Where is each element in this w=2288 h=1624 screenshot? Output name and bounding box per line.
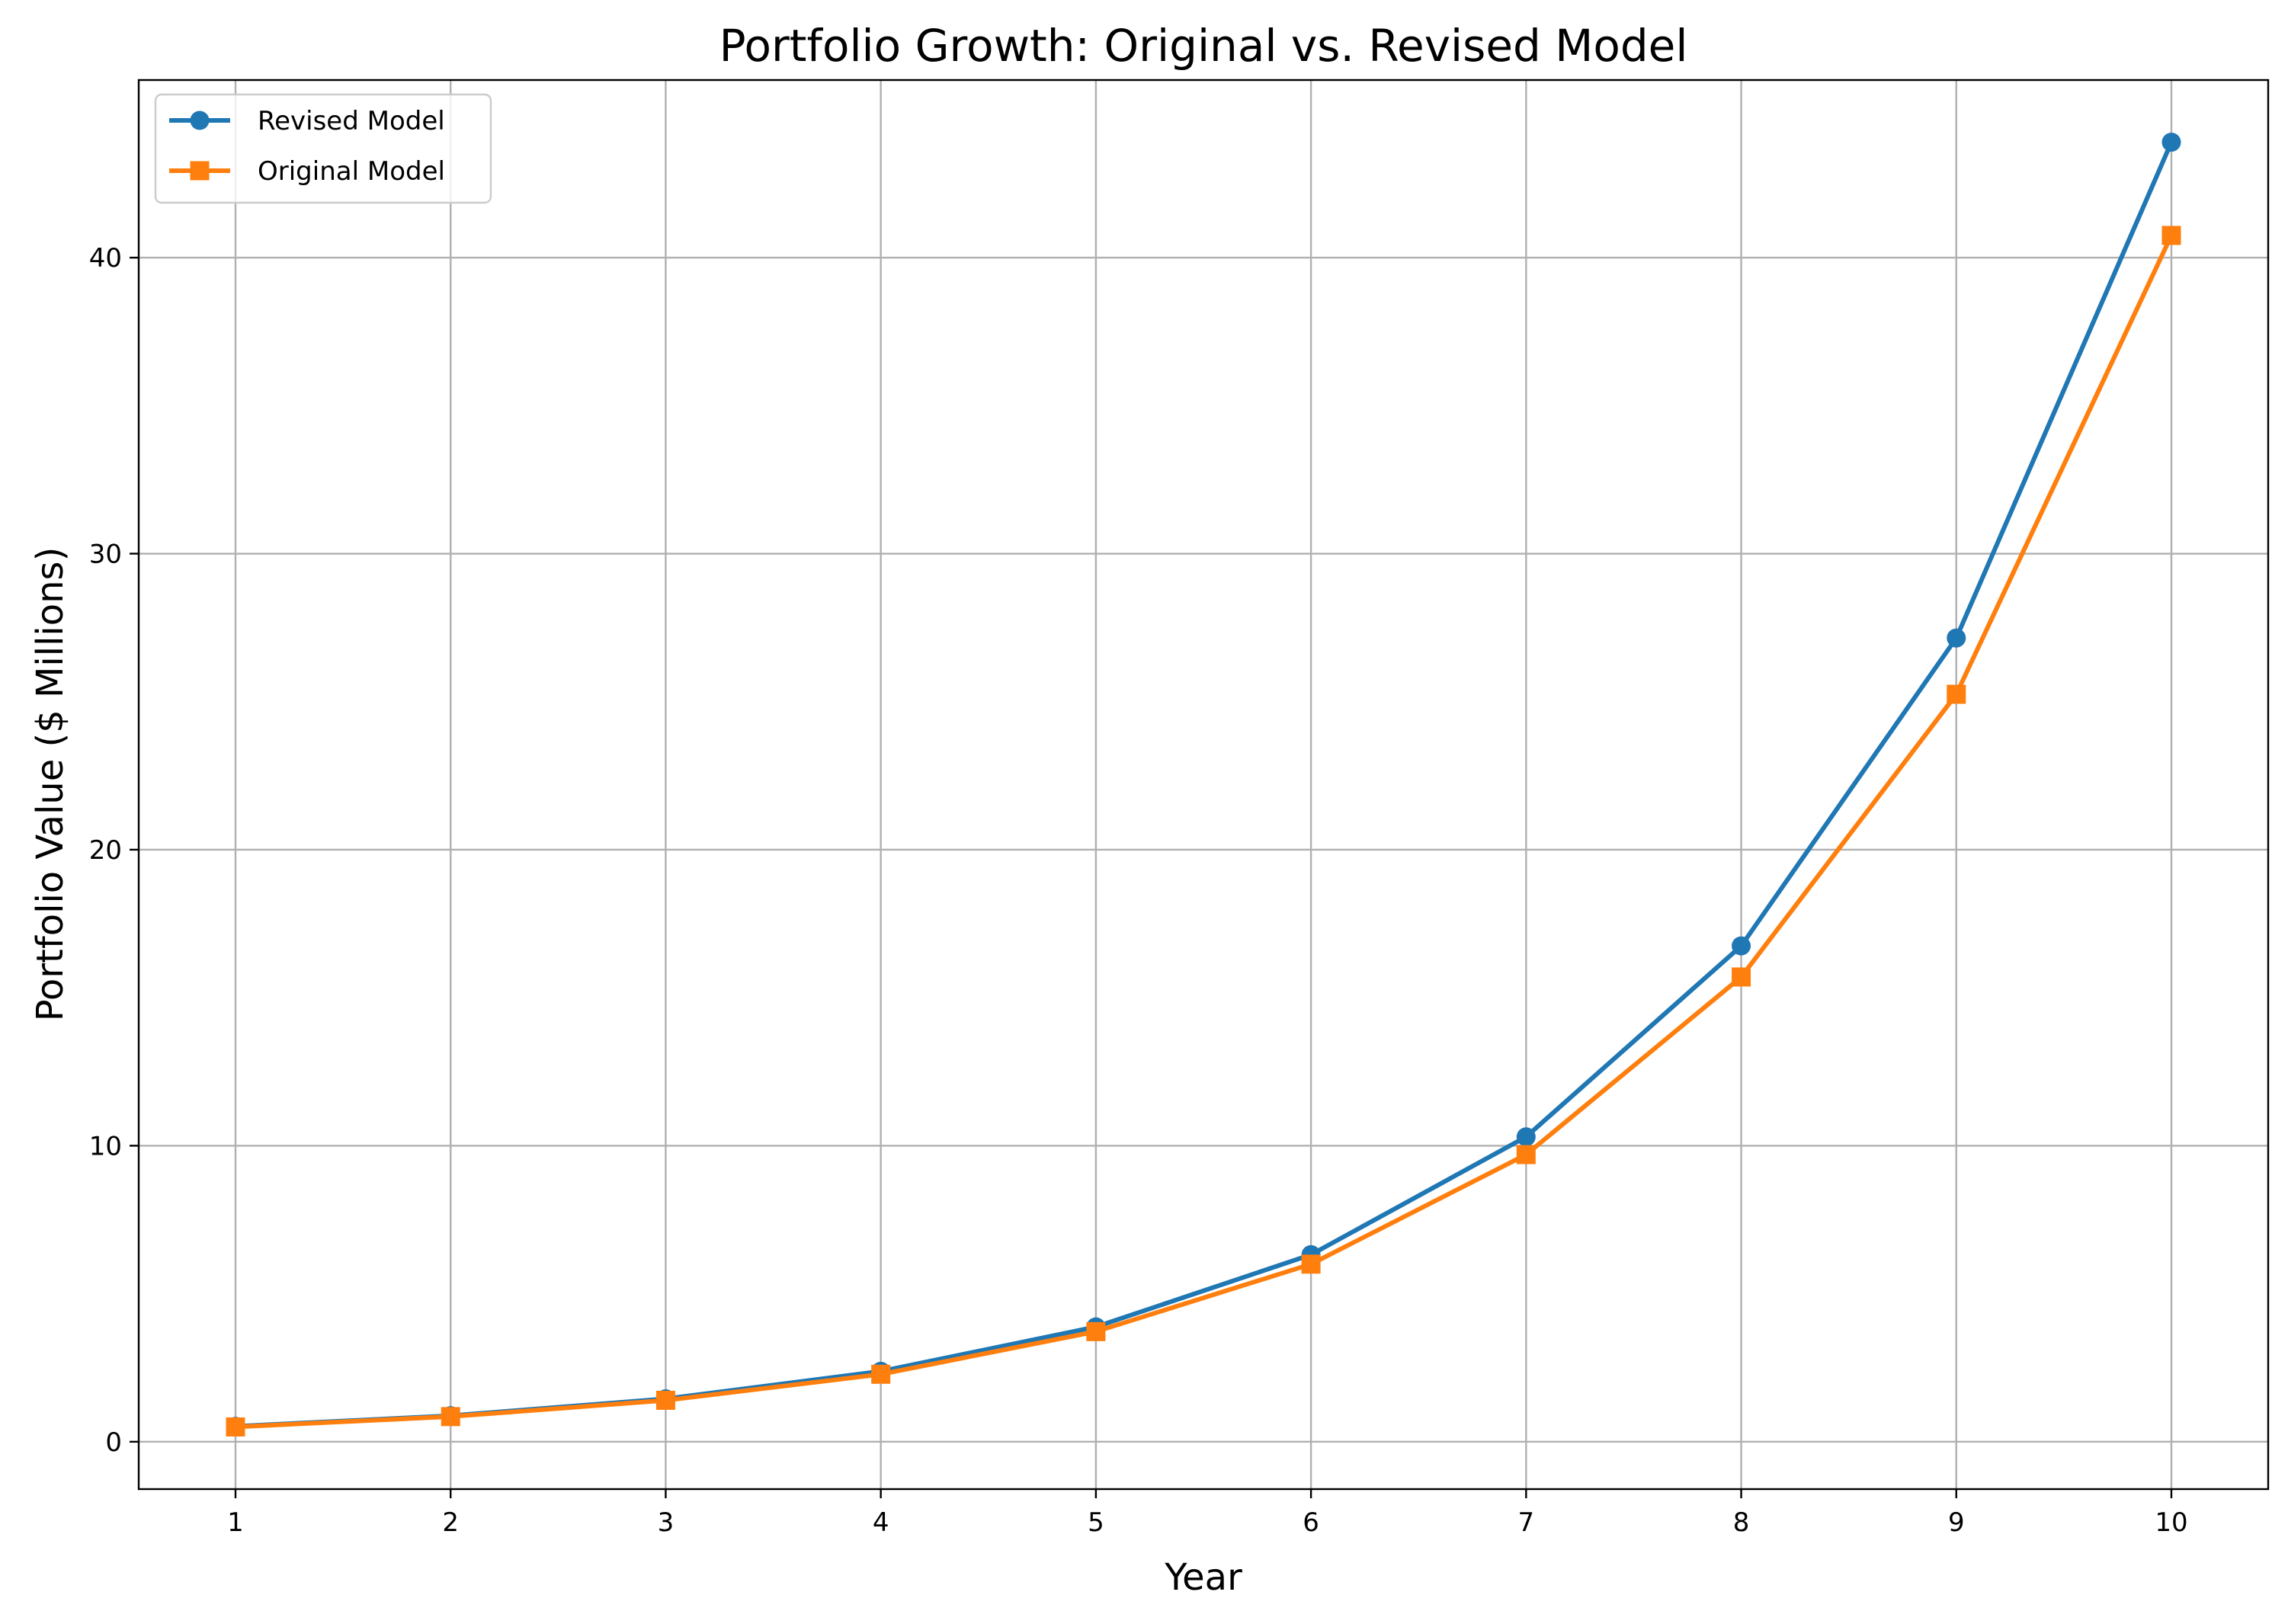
y-tick-label: 40 — [89, 243, 122, 274]
tick-layer: 1 2 3 4 5 6 7 8 9 10 0 10 20 30 40 — [89, 243, 2188, 1538]
chart-title: Portfolio Growth: Original vs. Revised M… — [719, 20, 1688, 72]
data-point-revised-model — [1732, 936, 1751, 956]
x-tick-label: 2 — [442, 1507, 459, 1538]
data-point-original-model — [1947, 684, 1966, 704]
legend-entry-original-model: Original Model — [169, 156, 445, 187]
data-point-revised-model — [1516, 1127, 1536, 1147]
legend-entries: Revised Model Original Model — [169, 106, 445, 187]
data-point-original-model — [871, 1364, 891, 1384]
y-tick-label: 10 — [89, 1131, 122, 1161]
data-point-revised-model — [2161, 133, 2181, 152]
data-point-original-model — [1516, 1145, 1536, 1164]
x-tick-label: 3 — [658, 1507, 675, 1538]
plot-frame — [137, 78, 2270, 1491]
data-point-original-model — [1086, 1321, 1106, 1341]
series-original-model — [226, 226, 2181, 1437]
x-tick-label: 7 — [1518, 1507, 1535, 1538]
data-point-original-model — [2161, 226, 2181, 245]
grid-layer — [139, 80, 2268, 1489]
x-axis-label: Year — [1164, 1556, 1242, 1599]
x-tick-label: 5 — [1088, 1507, 1104, 1538]
legend-marker-original-model — [190, 161, 210, 181]
x-tick-label: 6 — [1303, 1507, 1319, 1538]
legend-box — [154, 93, 492, 204]
series-layer — [226, 133, 2181, 1437]
y-tick-label: 30 — [89, 540, 122, 570]
x-tick-label: 10 — [2155, 1507, 2187, 1538]
legend-label-original-model: Original Model — [258, 156, 445, 187]
data-point-original-model — [1301, 1254, 1321, 1274]
data-point-original-model — [1732, 967, 1751, 987]
legend-entry-revised-model: Revised Model — [169, 106, 445, 136]
x-tick-label: 8 — [1733, 1507, 1750, 1538]
data-point-original-model — [226, 1417, 245, 1437]
series-line-original-model — [235, 234, 2174, 1430]
y-tick-label: 20 — [89, 835, 122, 866]
legend-marker-revised-model — [190, 111, 210, 130]
data-point-revised-model — [1947, 628, 1966, 648]
x-tick-label: 4 — [873, 1507, 889, 1538]
legend-label-revised-model: Revised Model — [258, 106, 445, 136]
y-tick-label: 0 — [105, 1427, 122, 1458]
data-point-original-model — [441, 1407, 460, 1427]
y-axis-label: Portfolio Value ($ Millions) — [29, 547, 72, 1022]
x-tick-label: 9 — [1948, 1507, 1965, 1538]
x-tick-label: 1 — [227, 1507, 244, 1538]
legend: Revised Model Original Model — [154, 93, 492, 204]
data-point-original-model — [655, 1390, 675, 1410]
